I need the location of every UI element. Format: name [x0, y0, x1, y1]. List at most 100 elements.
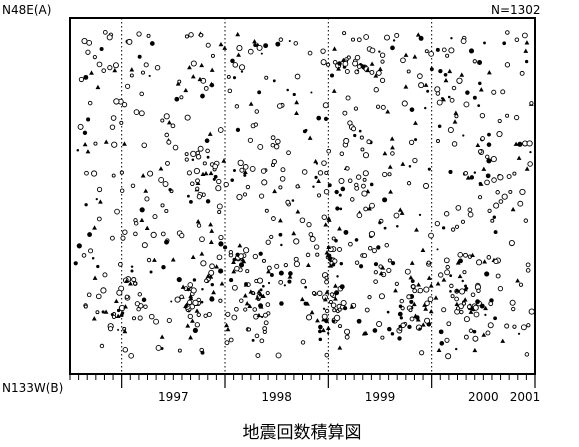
data-point — [197, 145, 204, 152]
data-point — [401, 100, 408, 107]
data-point — [254, 109, 259, 114]
data-point — [110, 312, 114, 317]
data-point — [526, 140, 533, 147]
data-point — [188, 295, 194, 301]
data-point — [516, 155, 522, 160]
data-point — [463, 101, 470, 108]
data-point — [123, 304, 128, 309]
data-point — [387, 172, 392, 177]
data-point — [324, 279, 330, 285]
data-point — [136, 31, 142, 37]
data-point — [435, 47, 440, 52]
data-point — [295, 184, 300, 189]
data-point — [369, 182, 374, 187]
data-point — [278, 279, 284, 285]
data-point — [484, 179, 490, 186]
x-tick-label-1999: 1999 — [365, 390, 396, 404]
data-point — [353, 133, 357, 138]
data-point — [505, 30, 510, 35]
data-point — [334, 290, 340, 296]
data-point — [404, 268, 411, 275]
data-point — [235, 31, 241, 37]
data-point — [183, 303, 188, 309]
data-point — [161, 265, 166, 270]
data-point — [322, 297, 328, 302]
data-point — [464, 284, 468, 288]
data-point — [428, 51, 434, 57]
data-point — [501, 193, 508, 200]
data-point — [400, 161, 406, 166]
data-point — [411, 301, 417, 307]
data-point — [143, 304, 148, 309]
data-point — [397, 207, 403, 212]
data-point — [236, 52, 241, 57]
data-point — [146, 257, 152, 263]
data-point — [176, 276, 182, 283]
data-point — [239, 298, 244, 303]
data-point — [238, 64, 246, 71]
data-point — [359, 135, 364, 140]
data-point — [219, 281, 225, 286]
data-point — [258, 291, 264, 297]
data-point — [486, 158, 492, 164]
data-point — [206, 155, 210, 159]
data-point — [372, 328, 378, 333]
data-point — [261, 258, 267, 263]
data-point — [340, 186, 346, 192]
data-point — [252, 307, 258, 312]
data-point — [512, 171, 517, 176]
data-point — [192, 299, 199, 306]
data-point — [177, 348, 182, 353]
data-point — [337, 246, 342, 252]
data-point — [122, 347, 129, 353]
data-point — [446, 321, 452, 327]
data-point — [339, 284, 345, 290]
data-point — [262, 284, 265, 288]
data-point — [263, 43, 269, 49]
data-point — [344, 69, 350, 74]
data-point — [450, 294, 455, 299]
data-point — [82, 130, 88, 135]
data-point — [257, 90, 262, 95]
data-point — [300, 278, 307, 285]
data-point — [523, 48, 529, 53]
data-point — [434, 220, 440, 227]
data-point — [225, 311, 231, 317]
data-point — [518, 282, 524, 287]
data-point — [259, 338, 265, 344]
data-point — [278, 37, 284, 42]
data-point — [249, 166, 256, 172]
data-point — [190, 254, 196, 259]
data-point — [468, 328, 474, 333]
data-point — [194, 308, 200, 313]
data-point — [203, 170, 209, 176]
data-point — [188, 335, 193, 340]
data-point — [458, 288, 466, 295]
data-point — [360, 183, 366, 189]
data-point — [484, 313, 487, 316]
data-point — [454, 296, 459, 302]
data-point — [218, 268, 224, 274]
data-point — [133, 231, 138, 237]
data-point — [529, 101, 534, 106]
data-point — [164, 239, 169, 245]
data-point — [386, 267, 392, 274]
data-point — [454, 114, 459, 119]
data-point — [387, 326, 392, 332]
data-point — [493, 258, 499, 265]
data-point — [130, 183, 136, 189]
data-point — [447, 126, 454, 134]
data-point — [255, 295, 260, 300]
data-point — [435, 91, 441, 96]
data-point — [222, 45, 228, 50]
data-point — [486, 70, 492, 75]
data-point — [369, 202, 375, 209]
data-point — [316, 193, 322, 198]
data-point — [87, 232, 93, 237]
data-point — [418, 35, 424, 41]
data-point — [527, 161, 533, 167]
data-point — [218, 241, 224, 247]
data-point — [314, 175, 318, 179]
data-point — [332, 46, 337, 51]
data-point — [337, 226, 342, 231]
